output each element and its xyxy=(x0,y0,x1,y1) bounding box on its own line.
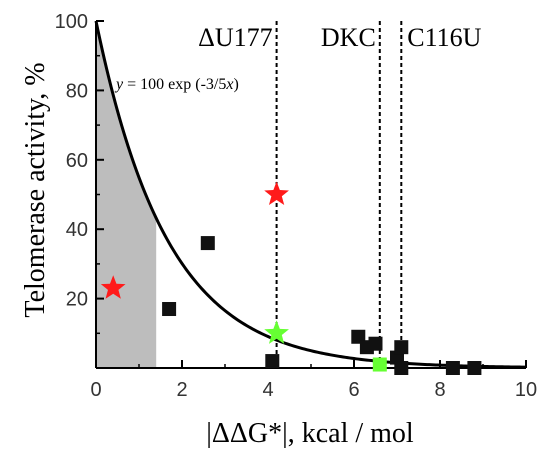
x-tick-label-6: 6 xyxy=(348,379,359,401)
vertical-lines-layer: ΔU177 DKC C116U xyxy=(198,21,482,368)
square-point-0-0 xyxy=(162,302,177,317)
star-point-1-1 xyxy=(264,181,289,206)
star-point-1-0 xyxy=(100,275,126,299)
x-tick-label-4: 4 xyxy=(262,379,273,401)
vertical-line-label-1: ΔU177 xyxy=(198,23,273,52)
vertical-line-label-3: C116U xyxy=(407,23,481,52)
y-axis-title: Telomerase activity, % xyxy=(20,62,51,317)
axes-layer: 0 2 4 6 8 10 20 40 60 80 100 xyxy=(55,11,538,401)
star-point-2-0 xyxy=(264,320,289,344)
x-tick-label-8: 8 xyxy=(434,379,445,401)
fitted-curve xyxy=(94,20,527,369)
curve-formula-label: y = 100 exp (-3/5x) xyxy=(114,76,239,93)
data-points-layer xyxy=(100,181,482,375)
formula-var-y: y xyxy=(114,76,124,93)
square-point-0-10 xyxy=(467,361,482,375)
x-tick-label-10: 10 xyxy=(515,379,537,401)
y-tick-label-20: 20 xyxy=(66,289,88,311)
square-point-0-8 xyxy=(394,361,409,375)
x-tick-label-2: 2 xyxy=(176,379,187,401)
formula-end: ) xyxy=(233,76,238,93)
x-axis-title: |ΔΔG*|, kcal / mol xyxy=(206,418,414,449)
square-point-0-2 xyxy=(265,354,280,369)
y-tick-label-80: 80 xyxy=(66,80,88,102)
y-tick-label-40: 40 xyxy=(66,219,88,241)
square-point-0-7 xyxy=(394,340,409,355)
y-tick-label-60: 60 xyxy=(66,150,88,172)
formula-middle: = 100 exp (-3/5 xyxy=(123,76,226,93)
y-tick-label-100: 100 xyxy=(55,11,88,33)
square-point-0-5 xyxy=(368,336,383,351)
x-tick-label-0: 0 xyxy=(90,379,101,401)
square-point-3-0 xyxy=(372,357,387,372)
curve-layer xyxy=(94,20,527,369)
formula-var-x: x xyxy=(225,76,233,93)
square-point-0-1 xyxy=(200,236,215,251)
square-point-0-9 xyxy=(445,361,460,375)
vertical-line-label-2: DKC xyxy=(321,23,376,52)
